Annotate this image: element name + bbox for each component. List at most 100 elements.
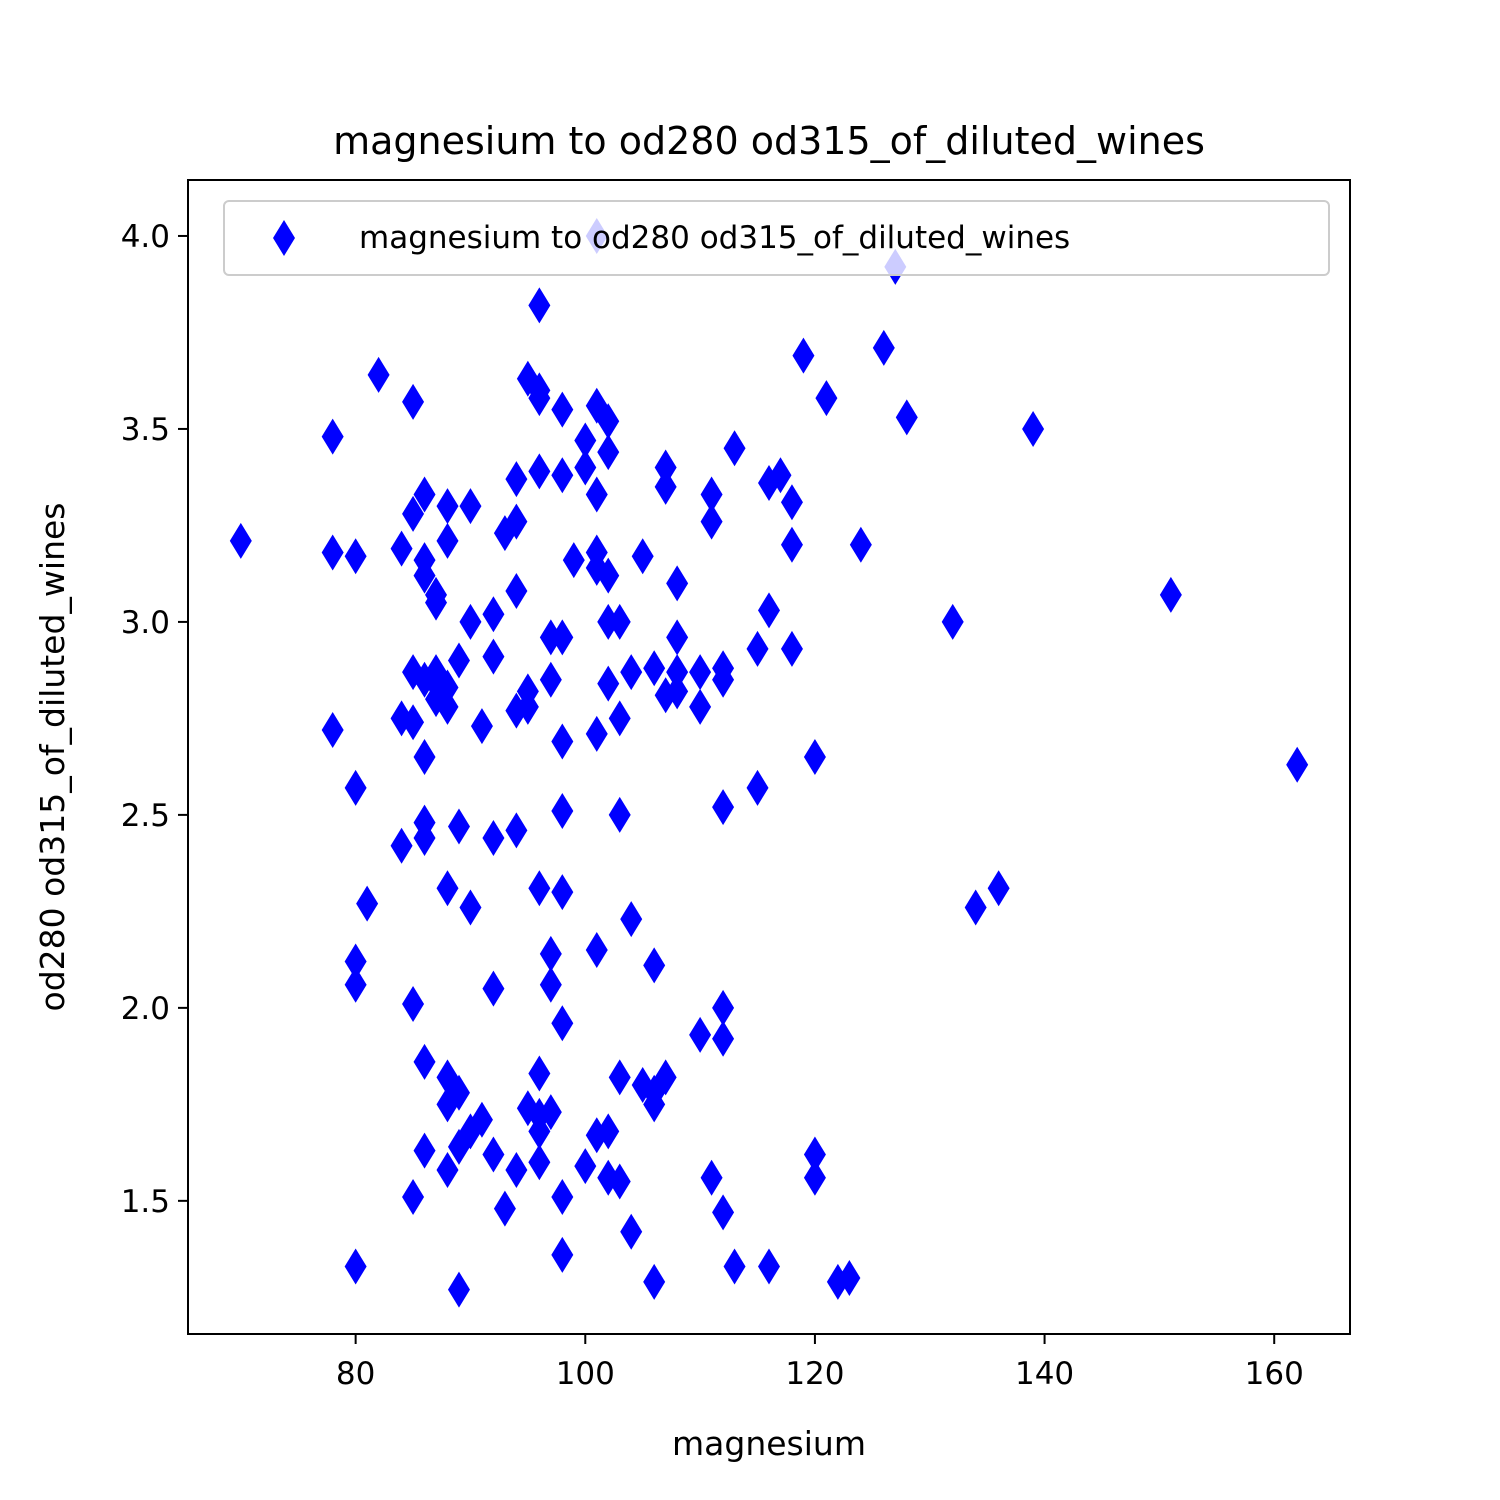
data-point — [344, 538, 367, 575]
y-tick-label: 2.0 — [121, 991, 170, 1027]
data-point — [413, 476, 436, 513]
data-point — [585, 931, 608, 968]
y-tick-label: 3.0 — [121, 605, 170, 641]
data-point — [689, 688, 712, 725]
data-point — [436, 1151, 459, 1188]
data-point — [482, 596, 505, 633]
x-tick-label: 80 — [336, 1356, 375, 1392]
data-point — [872, 329, 895, 366]
data-point — [700, 1159, 723, 1196]
data-point — [803, 739, 826, 775]
data-point — [769, 457, 792, 494]
data-point — [539, 661, 562, 698]
y-axis-ticks: 1.5 2.0 2.5 3.0 3.5 4.0 — [121, 219, 188, 1220]
data-point — [723, 1248, 746, 1285]
legend-label: magnesium to od280 od315_of_diluted_wine… — [359, 220, 1070, 256]
data-point — [516, 673, 539, 710]
data-point — [344, 966, 367, 1003]
data-point — [447, 1271, 470, 1308]
x-tick-label: 100 — [556, 1356, 615, 1392]
data-point — [585, 476, 608, 513]
x-tick-label: 120 — [785, 1356, 844, 1392]
data-point — [689, 1016, 712, 1053]
data-point — [758, 1248, 780, 1285]
data-point — [815, 380, 838, 417]
data-point — [402, 1178, 425, 1215]
data-point — [700, 476, 723, 513]
data-point — [608, 603, 631, 640]
data-point — [436, 688, 459, 725]
data-point — [608, 1059, 631, 1096]
data-point — [895, 399, 918, 436]
data-point — [574, 422, 597, 459]
data-point — [666, 654, 689, 691]
data-point — [608, 1163, 631, 1200]
data-point — [402, 495, 425, 532]
data-point — [493, 1190, 516, 1227]
data-point — [482, 820, 505, 857]
data-point — [608, 700, 631, 737]
legend-box — [223, 200, 1330, 276]
data-point — [597, 603, 620, 640]
data-point — [482, 638, 505, 675]
data-point — [528, 453, 551, 490]
data-point — [551, 1178, 574, 1215]
data-point — [654, 468, 677, 505]
x-tick-label: 160 — [1245, 1356, 1304, 1392]
data-point — [1022, 410, 1045, 447]
legend-marker-diamond — [273, 220, 295, 256]
data-point — [666, 565, 689, 602]
data-point — [712, 661, 735, 698]
data-point — [597, 403, 620, 440]
data-point — [1286, 746, 1309, 783]
data-point — [551, 457, 574, 494]
data-point — [413, 1043, 436, 1080]
data-point — [436, 488, 459, 525]
data-point — [459, 889, 482, 926]
data-points — [229, 217, 1309, 1308]
data-point — [459, 603, 482, 640]
data-point — [551, 619, 574, 656]
data-point — [539, 619, 562, 656]
plot-area-frame — [187, 179, 1351, 1335]
data-point — [712, 1020, 735, 1057]
data-point — [459, 488, 482, 525]
data-point — [402, 383, 425, 420]
data-point — [654, 449, 677, 486]
data-point — [574, 1148, 597, 1185]
data-point — [654, 1059, 677, 1096]
y-tick-label: 2.5 — [121, 798, 170, 834]
data-point — [321, 418, 344, 455]
data-point — [505, 1151, 528, 1188]
data-point — [987, 870, 1010, 907]
data-point — [539, 966, 562, 1003]
data-point — [493, 515, 516, 552]
data-point — [803, 1136, 826, 1173]
data-point — [390, 530, 413, 567]
data-point — [413, 739, 436, 775]
data-point — [838, 1260, 861, 1297]
data-point — [447, 642, 470, 679]
data-point — [528, 1144, 551, 1181]
data-point — [413, 820, 436, 857]
data-point — [1159, 576, 1182, 613]
data-point — [597, 434, 620, 471]
data-point — [402, 986, 425, 1023]
data-point — [941, 603, 964, 640]
x-axis-ticks: 80 100 120 140 160 — [336, 1334, 1304, 1392]
data-point — [780, 526, 803, 563]
data-point — [356, 885, 379, 922]
data-point — [849, 526, 872, 563]
data-point — [528, 1113, 551, 1150]
data-point — [620, 901, 643, 938]
data-point — [597, 665, 620, 702]
data-point — [528, 1055, 551, 1092]
data-point — [792, 337, 815, 374]
data-point — [551, 1005, 574, 1042]
data-point — [413, 557, 436, 594]
data-point — [597, 557, 620, 594]
data-point — [551, 391, 574, 428]
data-point — [964, 889, 987, 926]
data-point — [551, 793, 574, 830]
